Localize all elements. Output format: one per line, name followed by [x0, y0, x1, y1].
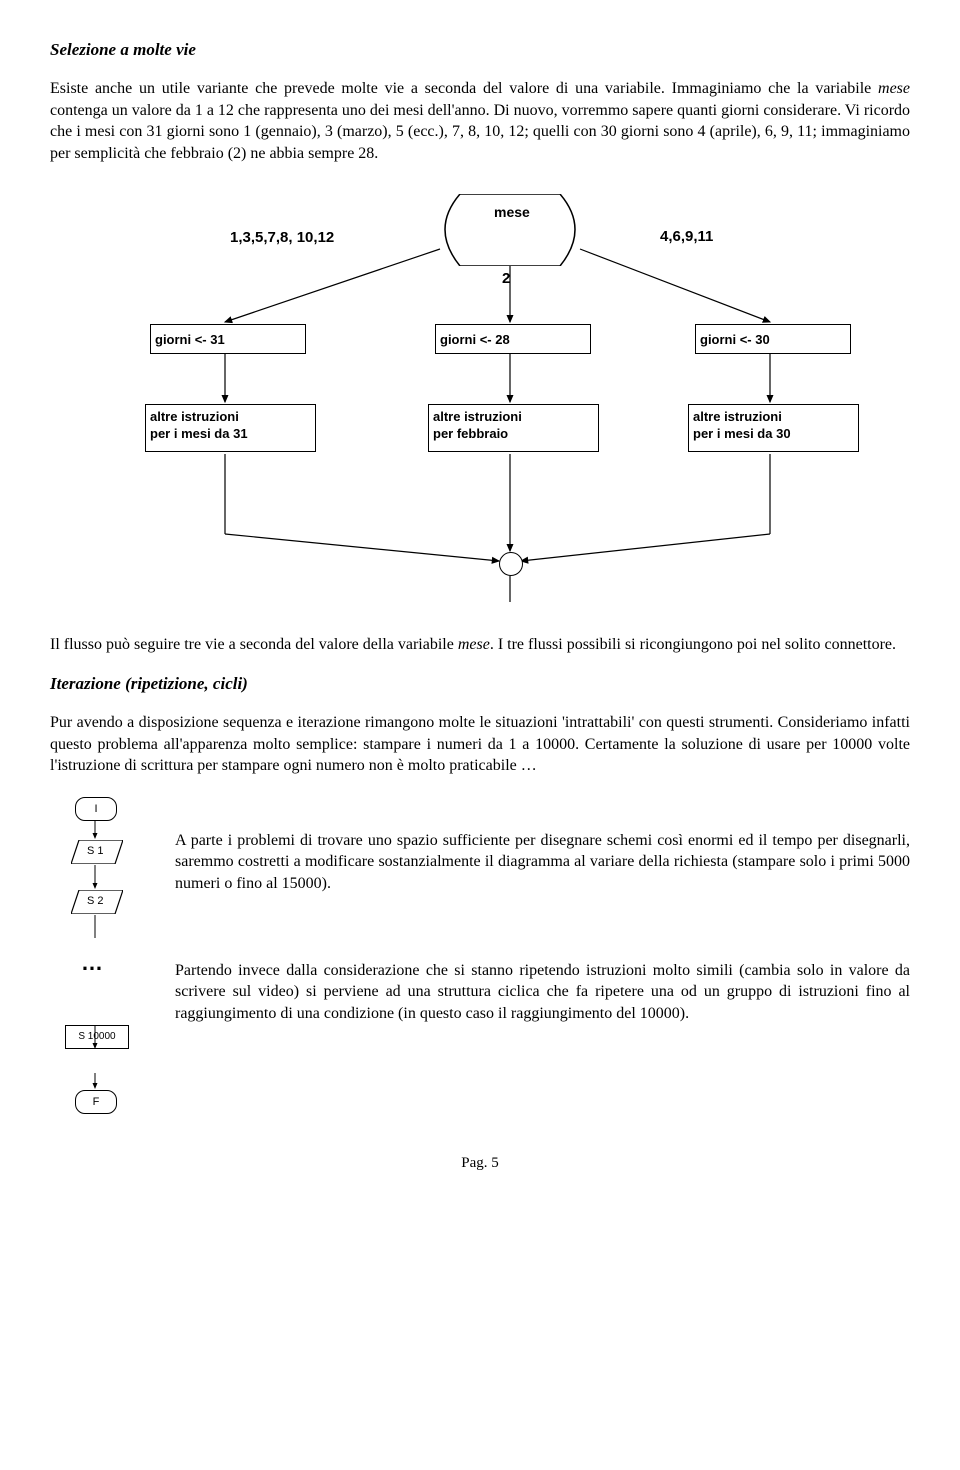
altre31-line2: per i mesi da 31: [150, 426, 248, 441]
dots: …: [81, 950, 103, 976]
connector-circle: [499, 552, 523, 576]
proc-giorni-31: giorni <- 31: [150, 324, 306, 354]
paragraph-a-parte: A parte i problemi di trovare uno spazio…: [175, 830, 910, 895]
paragraph-intro: Esiste anche un utile variante che preve…: [50, 78, 910, 164]
altrefeb-line2: per febbraio: [433, 426, 508, 441]
altre30-line1: altre istruzioni: [693, 409, 782, 424]
terminal-end: F: [75, 1090, 117, 1114]
paragraph-flusso: Il flusso può seguire tre vie a seconda …: [50, 634, 910, 656]
proc-altre-feb: altre istruzioni per febbraio: [428, 404, 599, 452]
io-s1: S 1: [71, 840, 123, 864]
branch-label-right: 4,6,9,11: [660, 228, 713, 245]
flowchart-mese: mese 1,3,5,7,8, 10,12 2 4,6,9,11 giorni …: [50, 194, 910, 604]
altre31-line1: altre istruzioni: [150, 409, 239, 424]
section-title-1: Selezione a molte vie: [50, 40, 910, 60]
paragraph-iterazione: Pur avendo a disposizione sequenza e ite…: [50, 712, 910, 777]
terminal-start: I: [75, 797, 117, 821]
section-title-2: Iterazione (ripetizione, cicli): [50, 674, 910, 694]
branch-label-mid: 2: [502, 270, 510, 287]
io-s2: S 2: [71, 890, 123, 914]
io-s2-text: S 2: [87, 895, 104, 907]
proc-s10000: S 10000: [65, 1025, 129, 1049]
branch-label-left: 1,3,5,7,8, 10,12: [230, 229, 334, 246]
io-s1-text: S 1: [87, 845, 104, 857]
altre30-line2: per i mesi da 30: [693, 426, 791, 441]
altrefeb-line1: altre istruzioni: [433, 409, 522, 424]
switch-variable-label: mese: [494, 204, 530, 220]
proc-giorni-28: giorni <- 28: [435, 324, 591, 354]
paragraph-partendo: Partendo invece dalla considerazione che…: [175, 960, 910, 1025]
proc-giorni-30: giorni <- 30: [695, 324, 851, 354]
page-number: Pag. 5: [50, 1155, 910, 1172]
proc-altre-31: altre istruzioni per i mesi da 31: [145, 404, 316, 452]
mini-flowchart: I S 1 S 2 … S 10000 F: [50, 795, 160, 1115]
proc-altre-30: altre istruzioni per i mesi da 30: [688, 404, 859, 452]
